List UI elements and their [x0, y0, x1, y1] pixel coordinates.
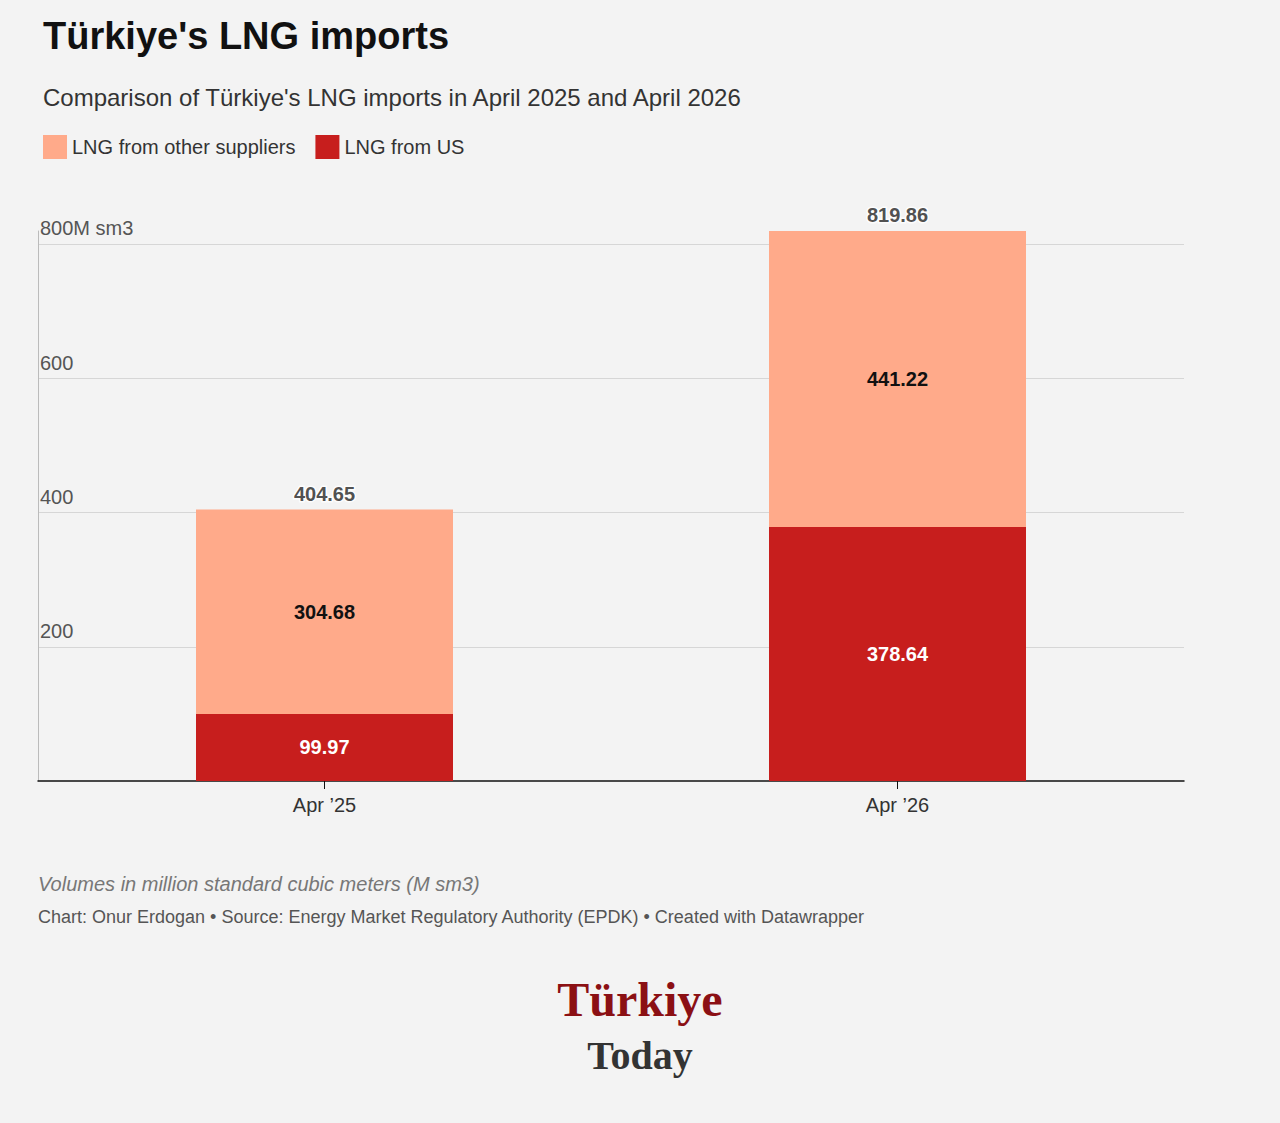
svg-text:378.64: 378.64 [867, 643, 929, 665]
svg-text:404.65: 404.65 [294, 483, 355, 505]
svg-text:400: 400 [40, 486, 73, 508]
svg-text:Volumes in million standard cu: Volumes in million standard cubic meters… [38, 873, 480, 895]
svg-text:441.22: 441.22 [867, 368, 928, 390]
svg-text:800M sm3: 800M sm3 [40, 217, 133, 239]
svg-text:Türkiye: Türkiye [557, 973, 722, 1026]
svg-text:200: 200 [40, 620, 73, 642]
svg-text:600: 600 [40, 352, 73, 374]
svg-text:Today: Today [587, 1033, 692, 1078]
svg-text:Comparison of Türkiye's LNG im: Comparison of Türkiye's LNG imports in A… [43, 84, 741, 111]
svg-text:304.68: 304.68 [294, 601, 355, 623]
svg-text:LNG from US: LNG from US [344, 136, 464, 158]
svg-text:Chart: Onur Erdogan • Source:: Chart: Onur Erdogan • Source: Energy Mar… [38, 907, 864, 927]
svg-text:819.86: 819.86 [867, 204, 928, 226]
svg-text:Apr ’25: Apr ’25 [293, 794, 356, 816]
svg-text:Türkiye's LNG imports: Türkiye's LNG imports [43, 15, 449, 57]
svg-text:LNG from other suppliers: LNG from other suppliers [72, 136, 295, 158]
svg-text:99.97: 99.97 [299, 736, 349, 758]
svg-text:Apr ’26: Apr ’26 [866, 794, 929, 816]
